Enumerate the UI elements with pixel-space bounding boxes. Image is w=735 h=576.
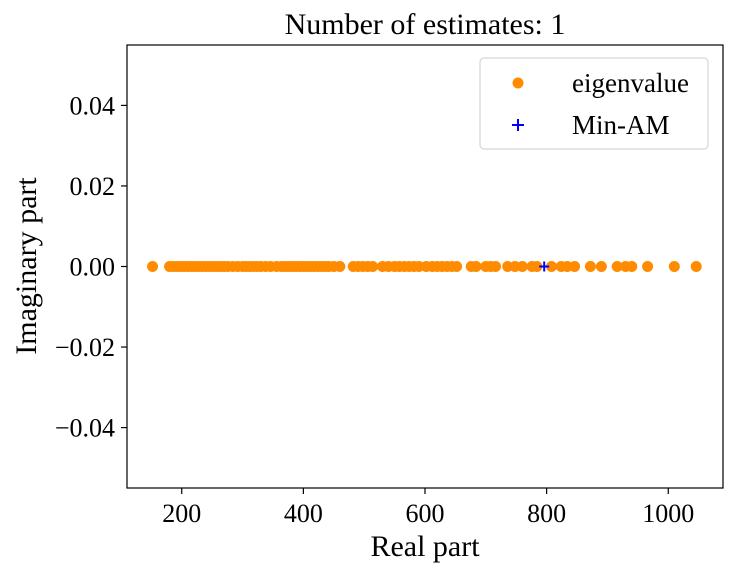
data-marks (147, 261, 702, 272)
eigenvalue-point (595, 261, 607, 272)
y-tick-label: 0.02 (70, 172, 116, 201)
eigenvalue-point (451, 261, 463, 272)
x-tick-label: 800 (527, 499, 566, 528)
eigenvalue-point (584, 261, 596, 272)
x-tick-label: 600 (406, 499, 445, 528)
eigenvalue-point (668, 261, 680, 272)
eigenvalue-point (626, 261, 638, 272)
x-tick-label: 200 (162, 499, 201, 528)
y-axis: 0.04 0.02 0.00 −0.02 −0.04 (55, 91, 127, 443)
eigenvalue-point (490, 261, 502, 272)
eigenvalue-point (611, 261, 623, 272)
eigenvalue-point (516, 261, 528, 272)
legend-eigenvalue-marker (512, 77, 524, 89)
legend-min-am-label: Min-AM (572, 110, 670, 140)
min-am-point (539, 261, 550, 272)
eigenvalue-point (545, 261, 557, 272)
eigenvalue-point (690, 261, 702, 272)
eigenvalue-point (334, 261, 346, 272)
x-axis-label: Real part (370, 530, 480, 563)
eigenvalue-point (470, 261, 482, 272)
eigenvalue-point (642, 261, 654, 272)
eigenvalue-point (367, 261, 379, 272)
chart-title: Number of estimates: 1 (285, 8, 566, 41)
legend-eigenvalue-label: eigenvalue (572, 68, 689, 98)
legend: eigenvalue Min-AM (479, 57, 709, 150)
eigenvalue-point (569, 261, 581, 272)
y-tick-label: −0.02 (55, 333, 115, 362)
legend-frame (479, 57, 709, 150)
y-tick-label: −0.04 (55, 414, 115, 443)
y-tick-label: 0.00 (70, 253, 116, 282)
x-tick-label: 1000 (642, 499, 694, 528)
eigenvalue-point (531, 261, 543, 272)
y-tick-label: 0.04 (70, 91, 116, 120)
eigenvalue-point (147, 261, 159, 272)
legend-min-am-marker (512, 119, 524, 131)
y-axis-label: Imaginary part (10, 177, 43, 355)
x-axis: 200 400 600 800 1000 (162, 488, 694, 528)
x-tick-label: 400 (284, 499, 323, 528)
